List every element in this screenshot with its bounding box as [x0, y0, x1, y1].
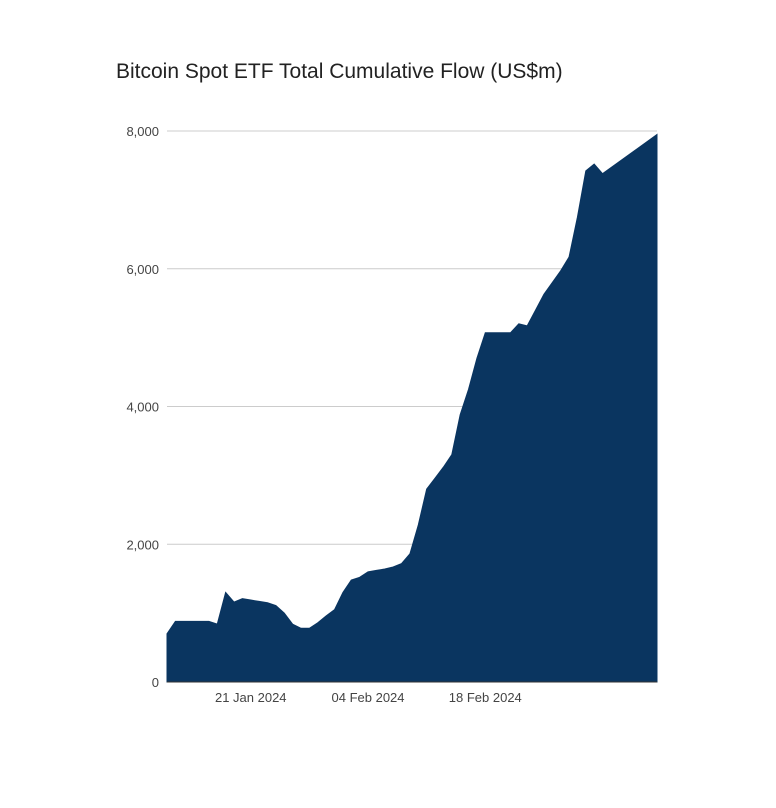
y-tick-label: 4,000: [126, 400, 159, 415]
x-tick-label: 04 Feb 2024: [332, 690, 405, 705]
y-tick-label: 2,000: [126, 537, 159, 552]
x-tick-label: 21 Jan 2024: [215, 690, 287, 705]
y-tick-label: 0: [152, 675, 159, 690]
chart-title: Bitcoin Spot ETF Total Cumulative Flow (…: [116, 60, 563, 83]
y-tick-label: 6,000: [126, 262, 159, 277]
tick-labels: 0 2,000 4,000 6,000 8,000 21 Jan 2024 04 Feb 2…: [126, 124, 521, 705]
y-tick-label: 8,000: [126, 124, 159, 139]
plot-area: [166, 133, 658, 683]
series-area: [166, 133, 658, 683]
x-tick-label: 18 Feb 2024: [449, 690, 522, 705]
